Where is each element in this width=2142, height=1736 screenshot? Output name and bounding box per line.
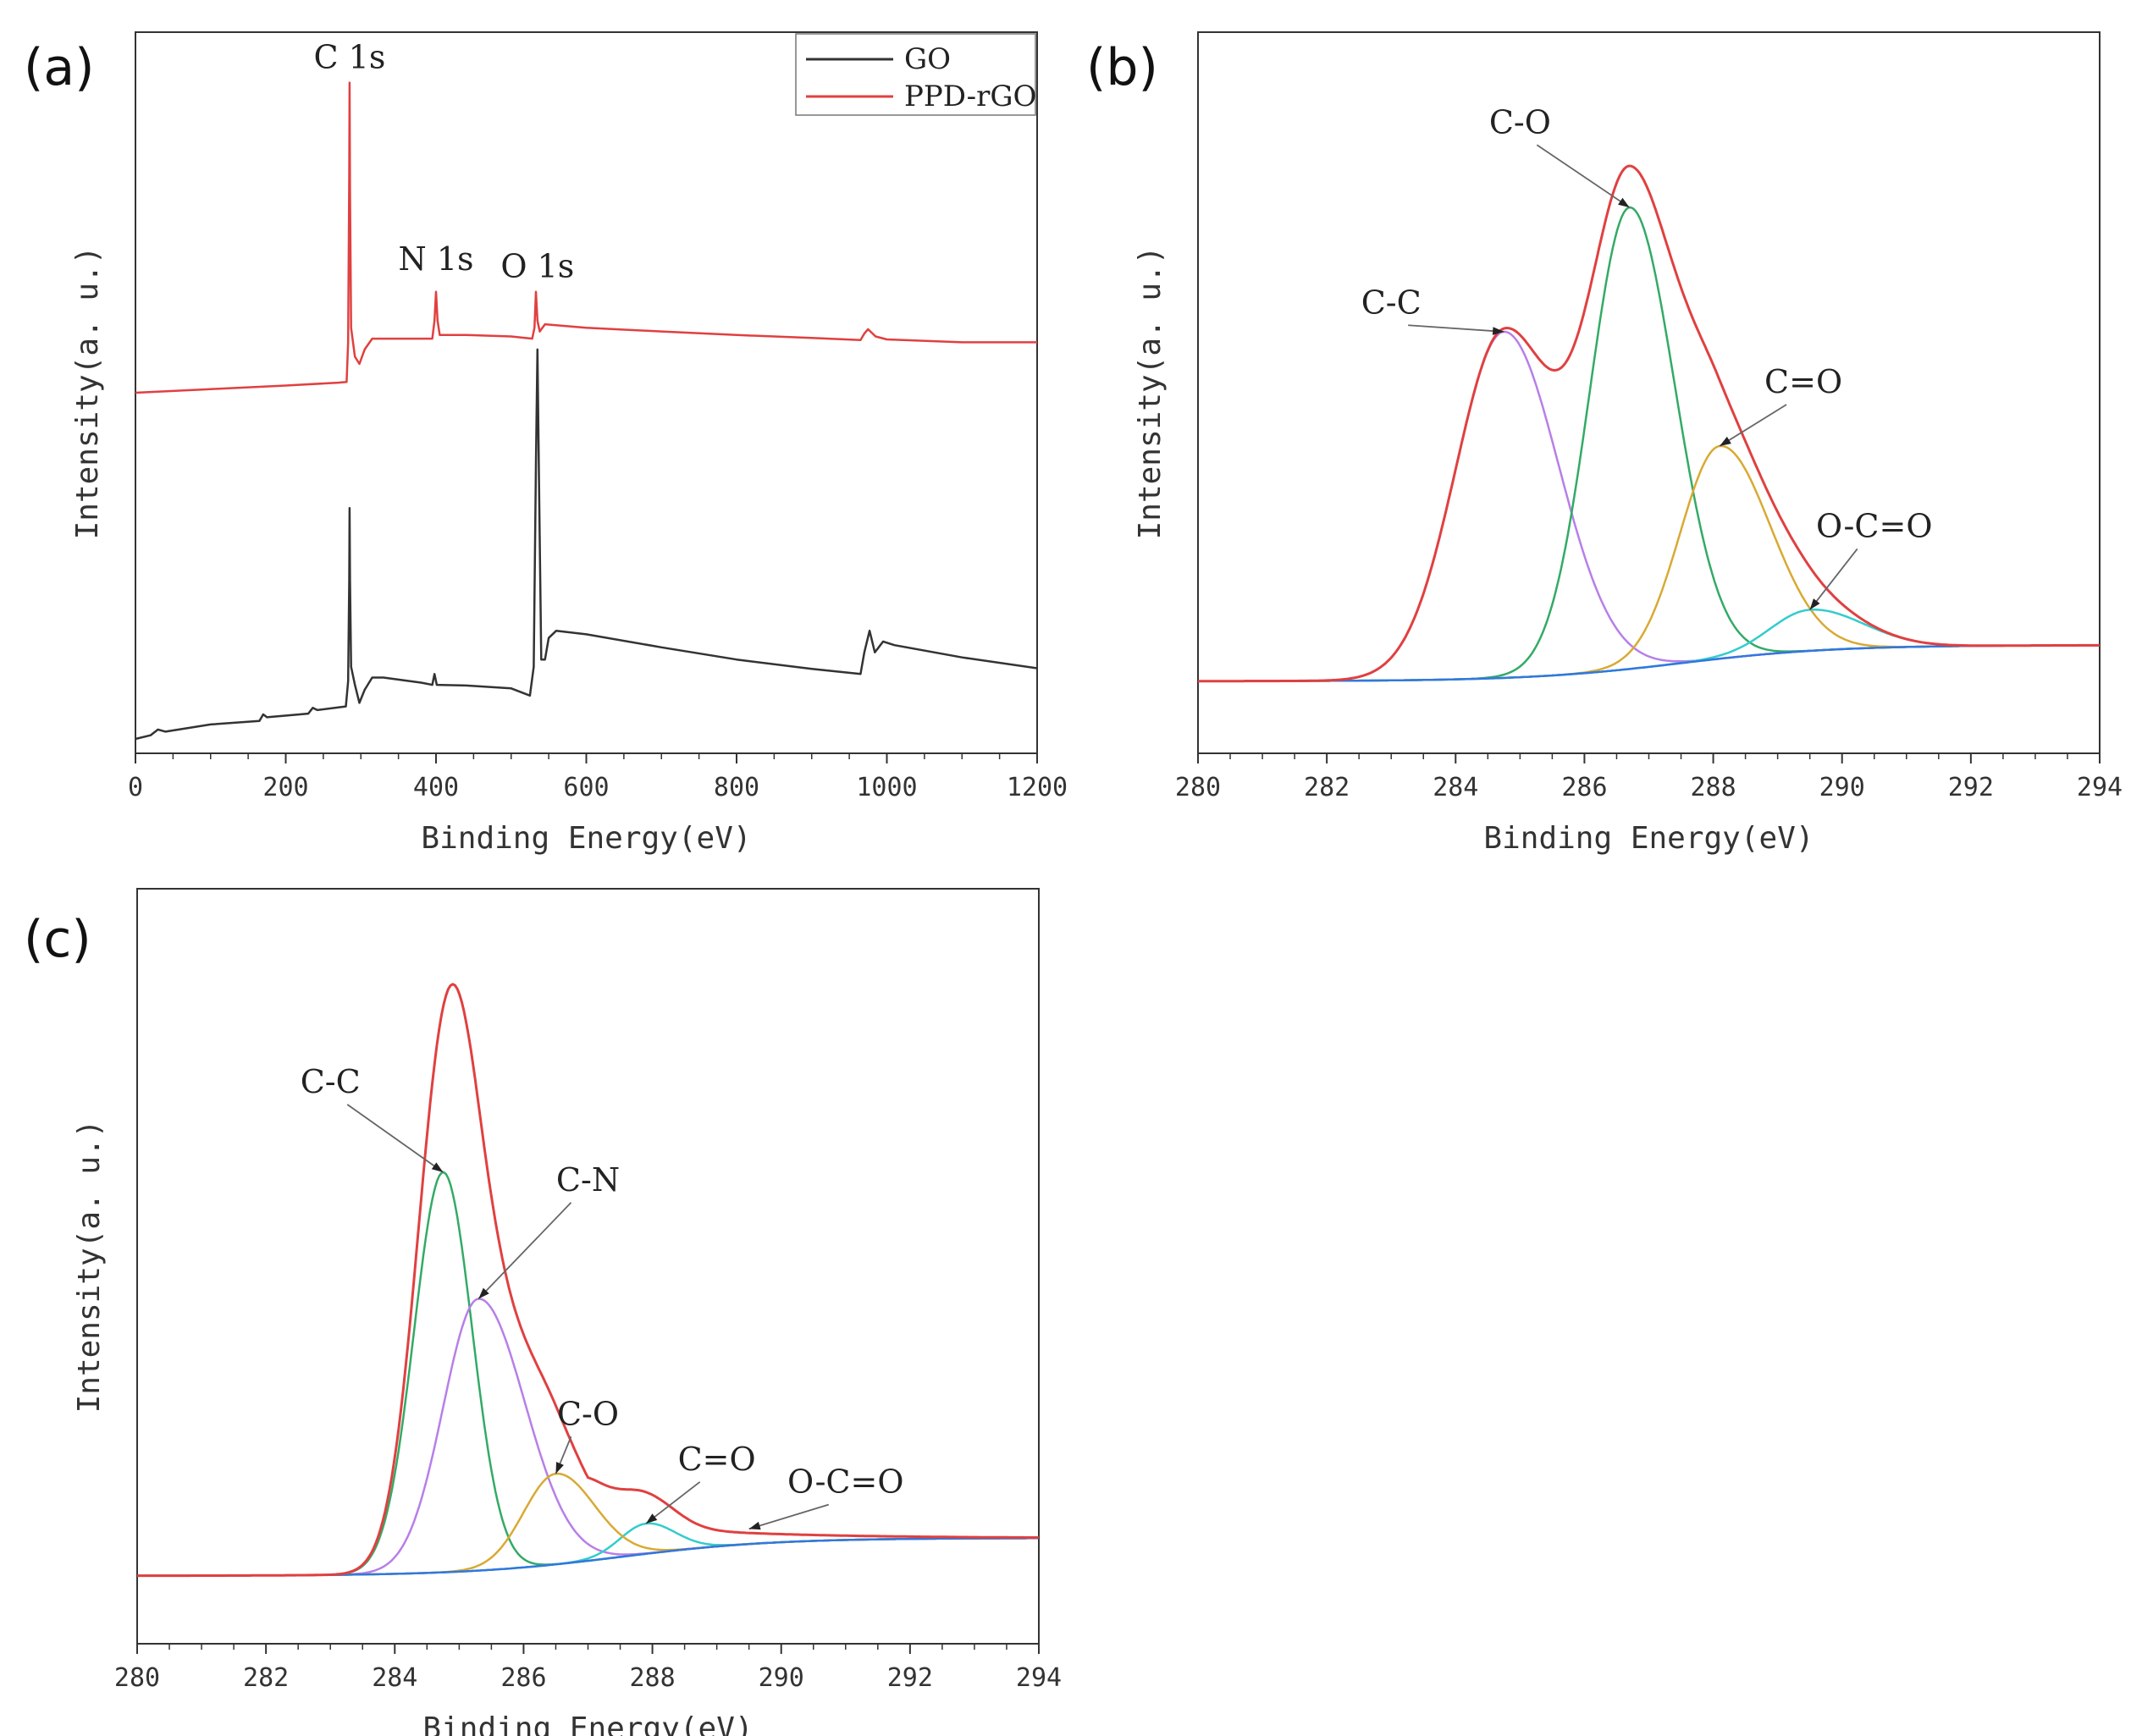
peak-label: O-C=O <box>787 1463 903 1501</box>
series-line-ppd-rgo <box>135 81 1037 394</box>
x-tick-label: 280 <box>114 1663 160 1693</box>
x-tick-label: 200 <box>262 773 308 802</box>
label-arrow <box>478 1202 572 1300</box>
chart-panel-a: 0 200 400 600 800 1000 1200 Binding Energy(eV) I… <box>70 31 1068 856</box>
label-arrow <box>1719 404 1787 447</box>
arrow-head <box>478 1287 489 1299</box>
peak-label: O 1s <box>500 248 574 285</box>
legend-box <box>795 33 1036 116</box>
component-curve-c-o <box>1198 206 2100 682</box>
x-tick-label: 290 <box>759 1663 804 1693</box>
label-arrow <box>1536 144 1631 208</box>
peak-label: N 1s <box>398 240 473 278</box>
series-line-go <box>135 348 1038 741</box>
x-tick-label: 290 <box>1819 773 1865 802</box>
x-tick-label: 284 <box>1433 773 1478 802</box>
label-arrow <box>748 1503 830 1530</box>
x-tick-label: 294 <box>1016 1663 1062 1693</box>
component-curve-c-n <box>137 1298 1039 1577</box>
arrow-head <box>1809 598 1820 610</box>
peak-label: C=O <box>1764 363 1842 400</box>
envelope-curve <box>137 983 1039 1578</box>
x-tick-label: 0 <box>128 773 143 802</box>
x-tick-label: 284 <box>372 1663 417 1693</box>
legend-label: PPD-rGO <box>904 80 1036 113</box>
chart-panel-b: 280 282 284 286 288 290 292 294 Binding Energy(e… <box>1133 31 2123 856</box>
x-axis-title: Binding Energy(eV) <box>422 1711 753 1736</box>
peak-label: C-C <box>301 1063 361 1100</box>
component-curve-c-c <box>137 1171 1039 1577</box>
panel-c-letter: (c) <box>24 910 91 969</box>
x-tick-label: 292 <box>887 1663 933 1693</box>
x-axis-title: Binding Energy(eV) <box>1483 821 1814 856</box>
x-tick-label: 400 <box>413 773 459 802</box>
arrow-head <box>748 1521 761 1530</box>
envelope-curve <box>1198 164 2100 683</box>
x-tick-label: 600 <box>563 773 609 802</box>
y-axis-title: Intensity(a. u.) <box>1133 246 1168 540</box>
x-tick-label: 282 <box>1304 773 1350 802</box>
peak-label: C-C <box>1361 284 1422 321</box>
x-tick-label: 286 <box>500 1663 546 1693</box>
component-curve-c-c <box>1198 330 2100 682</box>
x-tick-label: 800 <box>714 773 759 802</box>
label-arrow <box>1408 324 1504 333</box>
peak-label: C-N <box>556 1161 620 1199</box>
arrow-head <box>1618 197 1630 208</box>
panel-b-letter: (b) <box>1086 38 1158 97</box>
y-axis-title: Intensity(a. u.) <box>70 246 105 540</box>
y-axis-title: Intensity(a. u.) <box>72 1120 107 1414</box>
plot-frame <box>135 31 1038 754</box>
plot-frame <box>136 888 1040 1645</box>
x-tick-label: 286 <box>1561 773 1607 802</box>
x-tick-label: 1200 <box>1007 773 1068 802</box>
x-tick-label: 288 <box>1690 773 1736 802</box>
peak-label: C 1s <box>314 39 386 76</box>
arrow-head <box>1720 436 1731 446</box>
x-tick-label: 288 <box>629 1663 675 1693</box>
arrow-head <box>555 1462 564 1474</box>
arrow-head <box>1492 327 1504 335</box>
arrow-head <box>431 1162 444 1172</box>
peak-label: C-O <box>1489 103 1551 141</box>
peak-label: C-O <box>557 1395 619 1432</box>
chart-panel-c: 280 282 284 286 288 290 292 294 Binding Energy(e… <box>72 888 1062 1736</box>
x-axis-title: Binding Energy(eV) <box>421 821 751 856</box>
label-arrow <box>645 1481 701 1524</box>
component-curve-c-o <box>137 1522 1039 1577</box>
peak-label: O-C=O <box>1816 507 1932 544</box>
background-curve <box>1198 644 2100 682</box>
peak-label: C=O <box>678 1441 756 1478</box>
x-tick-label: 292 <box>1948 773 1994 802</box>
x-tick-label: 294 <box>2077 773 2123 802</box>
legend-label: GO <box>904 42 951 76</box>
x-tick-label: 282 <box>243 1663 289 1693</box>
label-arrow <box>1808 548 1858 610</box>
arrow-head <box>645 1513 658 1524</box>
x-tick-label: 1000 <box>856 773 917 802</box>
x-tick-label: 280 <box>1175 773 1221 802</box>
panel-a-letter: (a) <box>24 38 95 97</box>
label-arrow <box>346 1104 444 1173</box>
